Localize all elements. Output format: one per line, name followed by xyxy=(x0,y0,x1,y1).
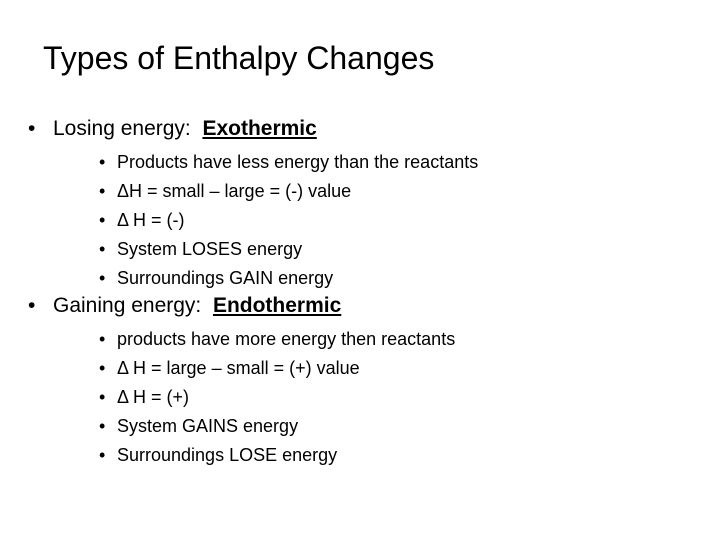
sub-bullet-text: System GAINS energy xyxy=(117,416,299,436)
main-bullet-endothermic: • Gaining energy: Endothermic xyxy=(0,290,720,322)
lead-text: Losing energy: xyxy=(53,117,191,140)
sub-bullet: • Surroundings LOSE energy xyxy=(0,441,720,470)
bullet-marker: • xyxy=(99,181,106,201)
term-endothermic: Endothermic xyxy=(212,294,342,317)
slide-title: Types of Enthalpy Changes xyxy=(43,40,435,76)
bullet-marker: • xyxy=(28,294,36,317)
sub-bullet: • Surroundings GAIN energy xyxy=(0,264,720,293)
sub-bullet-text: ΔH = small – large = (-) value xyxy=(117,181,352,201)
bullet-marker: • xyxy=(99,358,106,378)
sub-bullet: • Δ H = (+) xyxy=(0,383,720,412)
bullet-marker: • xyxy=(99,152,106,172)
bullet-marker: • xyxy=(99,239,106,259)
main-bullet-text: Gaining energy: Endothermic xyxy=(53,290,341,322)
bullet-marker: • xyxy=(99,445,106,465)
bullet-marker: • xyxy=(28,117,36,140)
bullet-marker: • xyxy=(99,210,106,230)
sub-bullet-text: Surroundings LOSE energy xyxy=(117,445,338,465)
section-exothermic: • Losing energy: Exothermic • Products h… xyxy=(0,113,720,293)
sub-bullet-text: Products have less energy than the react… xyxy=(117,152,479,172)
sub-bullet: • System LOSES energy xyxy=(0,235,720,264)
sub-bullet-text: Surroundings GAIN energy xyxy=(117,268,334,288)
sub-bullet-text: Δ H = (-) xyxy=(117,210,185,230)
sub-bullet: • System GAINS energy xyxy=(0,412,720,441)
bullet-marker: • xyxy=(99,329,106,349)
main-bullet-text: Losing energy: Exothermic xyxy=(53,113,317,145)
bullet-marker: • xyxy=(99,416,106,436)
bullet-marker: • xyxy=(99,387,106,407)
sub-bullet: • Δ H = large – small = (+) value xyxy=(0,354,720,383)
sub-bullet: • Δ H = (-) xyxy=(0,206,720,235)
sub-bullet-text: System LOSES energy xyxy=(117,239,303,259)
sub-bullet: • products have more energy then reactan… xyxy=(0,325,720,354)
sub-bullet-text: Δ H = large – small = (+) value xyxy=(117,358,360,378)
section-endothermic: • Gaining energy: Endothermic • products… xyxy=(0,290,720,470)
sub-bullet: • ΔH = small – large = (-) value xyxy=(0,177,720,206)
lead-text: Gaining energy: xyxy=(53,294,202,317)
sub-bullet: • Products have less energy than the rea… xyxy=(0,148,720,177)
sub-bullet-list: • products have more energy then reactan… xyxy=(0,325,720,470)
term-exothermic: Exothermic xyxy=(202,117,317,140)
sub-bullet-text: products have more energy then reactants xyxy=(117,329,456,349)
bullet-marker: • xyxy=(99,268,106,288)
sub-bullet-text: Δ H = (+) xyxy=(117,387,190,407)
main-bullet-exothermic: • Losing energy: Exothermic xyxy=(0,113,720,145)
sub-bullet-list: • Products have less energy than the rea… xyxy=(0,148,720,293)
